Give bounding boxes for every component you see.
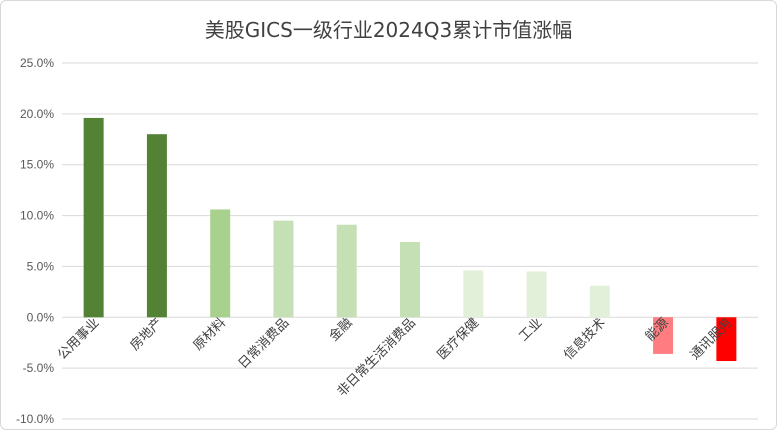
y-tick-label: -10.0%	[16, 412, 54, 426]
bar	[526, 271, 547, 318]
y-tick-label: 10.0%	[20, 209, 54, 223]
category-label: 房地产	[127, 315, 166, 354]
bar	[210, 209, 231, 318]
category-label: 医疗保健	[435, 316, 482, 363]
chart-title: 美股GICS一级行业2024Q3累计市值涨幅	[204, 18, 573, 42]
category-label: 公用事业	[55, 316, 102, 363]
bar	[273, 220, 294, 318]
bar	[653, 317, 674, 354]
y-tick-label: 15.0%	[20, 158, 54, 172]
category-label: 工业	[516, 316, 545, 345]
category-label: 金融	[326, 315, 356, 345]
bar	[336, 224, 357, 318]
y-tick-label: 5.0%	[27, 259, 55, 273]
y-tick-label: 25.0%	[20, 56, 54, 70]
bar	[83, 117, 104, 318]
bar	[146, 134, 167, 318]
bar	[589, 285, 610, 318]
category-label: 原材料	[191, 316, 229, 354]
category-label: 日常消费品	[236, 316, 293, 373]
y-tick-label: 0.0%	[27, 310, 55, 324]
bar	[400, 242, 420, 318]
category-label: 信息技术	[561, 315, 609, 363]
bar	[463, 270, 484, 318]
y-tick-label: 20.0%	[20, 107, 54, 121]
bar	[716, 317, 737, 362]
y-tick-label: -5.0%	[23, 361, 55, 375]
